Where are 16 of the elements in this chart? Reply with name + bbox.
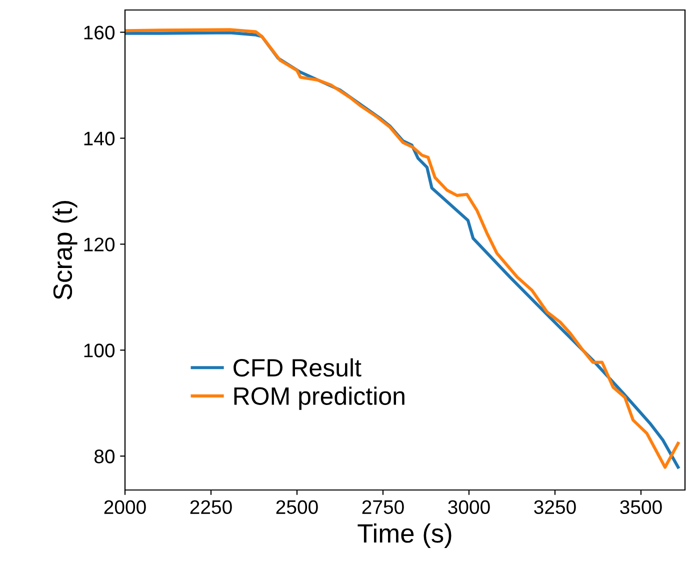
y-tick-label: 140: [84, 132, 115, 146]
x-tick-label: 2000: [104, 500, 146, 514]
y-tick-label: 100: [84, 344, 115, 358]
x-tick-label: 2250: [190, 500, 232, 514]
x-tick-label: 3250: [534, 500, 576, 514]
y-tick-label: 160: [84, 26, 115, 40]
x-tick-label: 2750: [362, 500, 404, 514]
legend-label: ROM prediction: [234, 386, 404, 410]
x-tick-label: 2500: [276, 500, 318, 514]
y-axis-title: Scrap (t): [52, 201, 78, 300]
x-tick-label: 3500: [620, 500, 662, 514]
x-axis-title: Time (s): [358, 523, 452, 548]
x-tick-label: 3000: [448, 500, 490, 514]
y-tick-label: 120: [84, 238, 115, 252]
legend-label: CFD Result: [234, 358, 362, 377]
y-tick-label: 80: [94, 450, 115, 464]
